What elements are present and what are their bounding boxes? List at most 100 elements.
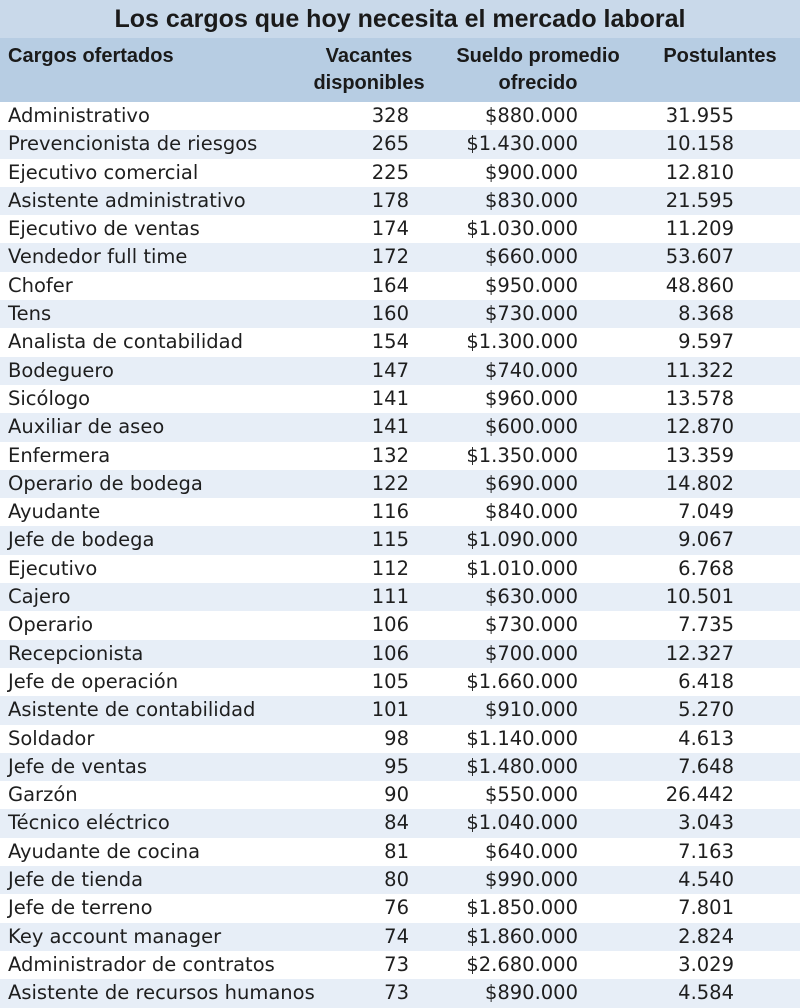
table-row: Key account manager 74 $1.860.000 2.824	[0, 922, 800, 951]
cell-vacantes: 111	[371, 585, 409, 609]
cell-cargo: Jefe de ventas	[8, 754, 148, 778]
cell-cargo: Key account manager	[8, 924, 222, 948]
table-row: Asistente de recursos humanos 73 $890.000 4…	[0, 979, 800, 1008]
table-row: Garzón 90 $550.000 26.442	[0, 781, 800, 809]
cell-sueldo: $1.430.000	[466, 132, 578, 156]
table-row: Operario de bodega 122 $690.000 14.802	[0, 469, 800, 499]
cell-postulantes: 7.049	[678, 500, 734, 524]
table-row: Recepcionista 106 $700.000 12.327	[0, 639, 800, 668]
cell-cargo: Auxiliar de aseo	[8, 415, 165, 439]
cell-postulantes: 4.613	[678, 726, 734, 750]
column-header-vacantes-line2: disponibles	[313, 72, 425, 94]
column-header-sueldo: Sueldo promedio ofrecido	[444, 43, 632, 97]
cell-vacantes: 80	[384, 868, 409, 892]
cell-sueldo: $1.010.000	[466, 556, 578, 580]
table-row: Chofer 164 $950.000 48.860	[0, 272, 800, 300]
cell-cargo: Analista de contabilidad	[8, 330, 243, 354]
cell-sueldo: $830.000	[484, 188, 578, 212]
cell-postulantes: 7.801	[678, 896, 734, 920]
cell-sueldo: $690.000	[484, 471, 578, 495]
cell-sueldo: $910.000	[484, 698, 578, 722]
table-row: Ejecutivo de ventas 174 $1.030.000 11.209	[0, 215, 800, 243]
cell-sueldo: $700.000	[484, 641, 578, 665]
table-row: Analista de contabilidad 154 $1.300.000 9.5…	[0, 328, 800, 356]
cell-postulantes: 7.163	[678, 839, 734, 863]
cell-cargo: Soldador	[8, 726, 95, 750]
cell-cargo: Ayudante	[8, 500, 101, 524]
cell-postulantes: 13.578	[665, 386, 734, 410]
cell-cargo: Garzón	[8, 783, 78, 807]
cell-vacantes: 115	[371, 528, 409, 552]
cell-vacantes: 164	[371, 273, 409, 297]
cell-postulantes: 8.368	[678, 302, 734, 326]
column-header-sueldo-line1: Sueldo promedio	[456, 45, 620, 67]
cell-cargo: Asistente administrativo	[8, 188, 246, 212]
cell-cargo: Ayudante de cocina	[8, 839, 201, 863]
cell-vacantes: 141	[371, 386, 409, 410]
table-row: Ayudante de cocina 81 $640.000 7.163	[0, 838, 800, 866]
cell-postulantes: 53.607	[665, 245, 734, 269]
cell-vacantes: 73	[384, 981, 409, 1005]
table-row: Asistente administrativo 178 $830.000 21.59…	[0, 186, 800, 216]
cell-cargo: Ejecutivo	[8, 556, 98, 580]
table-row: Jefe de terreno 76 $1.850.000 7.801	[0, 894, 800, 922]
cell-cargo: Jefe de operación	[8, 669, 179, 693]
table-row: Técnico eléctrico 84 $1.040.000 3.043	[0, 809, 800, 838]
cell-cargo: Ejecutivo comercial	[8, 160, 199, 184]
cell-cargo: Enfermera	[8, 443, 111, 467]
cell-postulantes: 9.597	[678, 330, 734, 354]
table-row: Administrativo 328 $880.000 31.955	[0, 102, 800, 130]
cell-cargo: Jefe de bodega	[8, 528, 155, 552]
table-row: Sicólogo 141 $960.000 13.578	[0, 385, 800, 413]
page-title: Los cargos que hoy necesita el mercado l…	[0, 0, 800, 38]
cell-cargo: Técnico eléctrico	[8, 811, 170, 835]
table-row: Auxiliar de aseo 141 $600.000 12.870	[0, 413, 800, 442]
cell-sueldo: $730.000	[484, 613, 578, 637]
cell-postulantes: 10.501	[665, 585, 734, 609]
table-row: Jefe de ventas 95 $1.480.000 7.648	[0, 752, 800, 782]
cell-sueldo: $1.350.000	[466, 443, 578, 467]
cell-sueldo: $1.300.000	[466, 330, 578, 354]
cell-vacantes: 73	[384, 952, 409, 976]
cell-cargo: Asistente de contabilidad	[8, 698, 256, 722]
cell-vacantes: 101	[371, 698, 409, 722]
cell-postulantes: 6.768	[678, 556, 734, 580]
table-body: Administrativo 328 $880.000 31.955 Prevencio…	[0, 102, 800, 1008]
table-row: Operario 106 $730.000 7.735	[0, 611, 800, 639]
cell-sueldo: $740.000	[484, 358, 578, 382]
cell-postulantes: 7.648	[678, 754, 734, 778]
cell-sueldo: $1.850.000	[466, 896, 578, 920]
cell-vacantes: 74	[384, 924, 409, 948]
cell-vacantes: 147	[371, 358, 409, 382]
cell-postulantes: 3.029	[678, 952, 734, 976]
cell-sueldo: $1.860.000	[466, 924, 578, 948]
table-row: Ejecutivo 112 $1.010.000 6.768	[0, 555, 800, 583]
cell-vacantes: 132	[371, 443, 409, 467]
cell-sueldo: $630.000	[484, 585, 578, 609]
cell-cargo: Administrador de contratos	[8, 952, 275, 976]
cell-vacantes: 265	[371, 132, 409, 156]
cell-postulantes: 11.322	[665, 358, 734, 382]
cell-vacantes: 105	[371, 669, 409, 693]
cell-postulantes: 13.359	[665, 443, 734, 467]
cell-sueldo: $1.480.000	[466, 754, 578, 778]
cell-postulantes: 10.158	[665, 132, 734, 156]
cell-postulantes: 9.067	[678, 528, 734, 552]
cell-vacantes: 154	[371, 330, 409, 354]
table-row: Vendedor full time 172 $660.000 53.607	[0, 243, 800, 272]
cell-vacantes: 141	[371, 415, 409, 439]
cell-postulantes: 12.327	[665, 641, 734, 665]
cell-vacantes: 112	[371, 556, 409, 580]
cell-cargo: Operario	[8, 613, 94, 637]
table-row: Bodeguero 147 $740.000 11.322	[0, 356, 800, 385]
cell-sueldo: $1.030.000	[466, 217, 578, 241]
table-row: Jefe de operación 105 $1.660.000 6.418	[0, 668, 800, 696]
cell-sueldo: $950.000	[484, 273, 578, 297]
column-header-postulantes: Postulantes	[663, 45, 777, 67]
cell-vacantes: 178	[371, 188, 409, 212]
cell-cargo: Operario de bodega	[8, 471, 203, 495]
cell-sueldo: $660.000	[484, 245, 578, 269]
cell-sueldo: $1.140.000	[466, 726, 578, 750]
cell-cargo: Jefe de terreno	[8, 896, 153, 920]
column-header-cargo: Cargos ofertados	[8, 45, 174, 67]
